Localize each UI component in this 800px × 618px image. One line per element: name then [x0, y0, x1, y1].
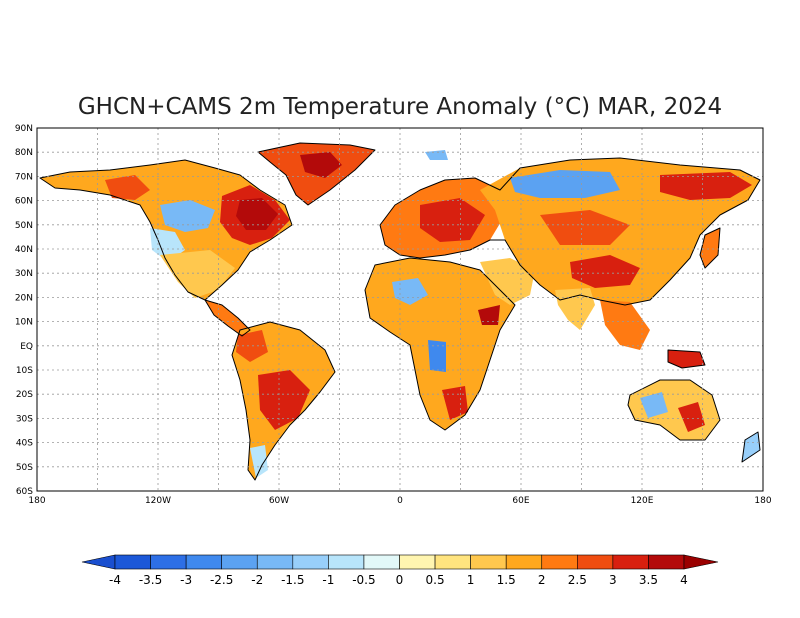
australia-hot-east: [678, 402, 705, 432]
lat-label: 30S: [16, 414, 33, 424]
asia-cool-siberia: [510, 170, 620, 198]
colorbar-label: 2.5: [568, 573, 587, 587]
colorbar-swatch: [221, 554, 258, 570]
asia-hot-china: [570, 255, 640, 288]
na-cool-west: [160, 200, 215, 232]
lat-label: 60N: [15, 197, 33, 207]
lon-label: 60W: [269, 496, 289, 506]
lat-label: 90N: [15, 124, 33, 134]
lon-label: 120W: [145, 496, 171, 506]
map-title: GHCN+CAMS 2m Temperature Anomaly (°C) MA…: [78, 94, 722, 120]
latitude-labels: 90N 80N 70N 60N 50N 40N 30N 20N 10N EQ 10S 20S 30S 40…: [15, 124, 33, 497]
greenland-hot: [300, 152, 342, 178]
colorbar-swatch: [648, 554, 685, 570]
colorbar-label: -2: [251, 573, 263, 587]
lon-label: 120E: [631, 496, 654, 506]
colorbar-swatch: [577, 554, 614, 570]
colorbar-label: 1.5: [497, 573, 516, 587]
lat-label: EQ: [20, 342, 33, 352]
africa-cool-sahara: [392, 278, 428, 305]
na-warm-alaska: [105, 175, 150, 200]
africa-cool-congo: [428, 340, 446, 372]
colorbar-label: 3: [609, 573, 617, 587]
colorbar-label: -1.5: [281, 573, 304, 587]
colorbar-label: -1: [322, 573, 334, 587]
central-america: [205, 300, 250, 336]
se-asia: [600, 300, 650, 350]
lat-label: 50S: [16, 463, 33, 473]
na-mild-south: [160, 250, 235, 298]
colorbar-swatch: [434, 554, 471, 570]
lat-label: 60S: [16, 487, 33, 497]
colorbar-swatch: [185, 554, 222, 570]
australia-cool-west: [640, 392, 668, 418]
lat-label: 20S: [16, 390, 33, 400]
new-guinea: [668, 350, 705, 368]
coastlines: [39, 142, 761, 481]
colorbar-label: 1: [467, 573, 475, 587]
lon-label: 180: [28, 496, 45, 506]
lat-label: 10S: [16, 366, 33, 376]
colorbar-swatch: [363, 554, 400, 570]
sa-hot-central: [258, 370, 310, 430]
lat-label: 30N: [15, 269, 33, 279]
graticule: [37, 128, 763, 491]
colorbar-swatch: [505, 554, 543, 570]
europe-hot: [420, 198, 485, 242]
na-hot-core: [236, 198, 278, 230]
lon-label: 180: [754, 496, 771, 506]
colorbar-swatch: [256, 554, 294, 570]
colorbar-label: -4: [109, 573, 121, 587]
lat-label: 40S: [16, 439, 33, 449]
colorbar-swatch: [541, 554, 578, 570]
lat-label: 70N: [15, 172, 33, 182]
colorbar-label: -2.5: [210, 573, 233, 587]
africa-hot-horn: [478, 305, 500, 325]
colorbar-over-arrow: [683, 554, 719, 570]
lat-label: 20N: [15, 293, 33, 303]
longitude-labels: 180 120W 60W 0 60E 120E 180: [28, 496, 771, 506]
lon-label: 60E: [512, 496, 529, 506]
colorbar-under-arrow: [81, 554, 116, 570]
colorbar-label: 4: [680, 573, 688, 587]
colorbar-swatch: [292, 554, 329, 570]
colorbar-swatch: [612, 554, 649, 570]
land-anomaly-fill: [40, 143, 760, 480]
colorbar-swatch: [328, 554, 365, 570]
colorbar-swatch: [150, 554, 187, 570]
sa-cool-south: [250, 445, 268, 478]
lat-label: 80N: [15, 148, 33, 158]
lat-label: 40N: [15, 245, 33, 255]
colorbar-label: -0.5: [352, 573, 375, 587]
lat-label: 50N: [15, 221, 33, 231]
colorbar-label: 0: [396, 573, 404, 587]
asia-hot-east: [660, 172, 752, 200]
colorbar-label: -3: [180, 573, 192, 587]
lat-label: 10N: [15, 318, 33, 328]
colorbar-swatch: [114, 554, 151, 570]
colorbar-label: 0.5: [426, 573, 445, 587]
asia-warm-central: [540, 210, 630, 245]
colorbar: -4 -3.5 -3 -2.5 -2 -1.5 -1 -0.5 0 0.5 1 1.5 2 2.5 3 3.5…: [81, 554, 719, 587]
map-frame: [36, 127, 764, 492]
colorbar-swatch: [470, 554, 507, 570]
colorbar-label: 2: [538, 573, 546, 587]
colorbar-swatch: [399, 554, 436, 570]
lon-label: 0: [397, 496, 403, 506]
colorbar-label: 3.5: [639, 573, 658, 587]
colorbar-label: -3.5: [139, 573, 162, 587]
